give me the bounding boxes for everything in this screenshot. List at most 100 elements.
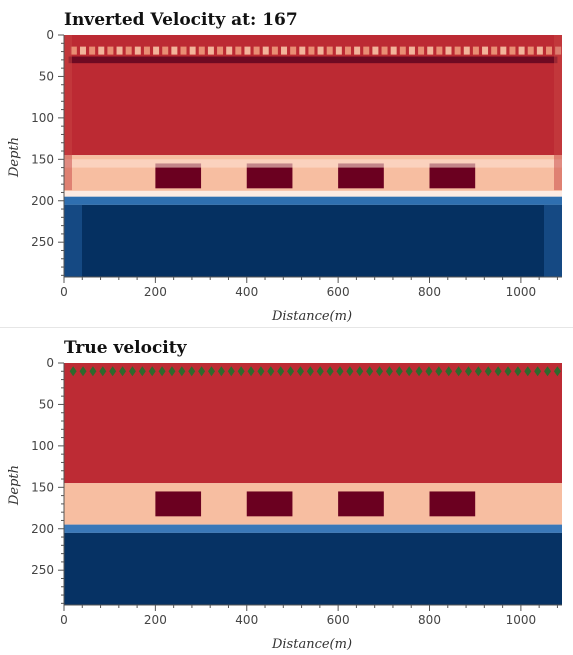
x-tick-label: 200 [144, 285, 167, 299]
receiver-marker [296, 366, 304, 377]
receiver-marker [89, 366, 97, 377]
x-tick-label: 600 [327, 613, 350, 627]
x-tick-label: 400 [235, 613, 258, 627]
edge-artifact [544, 204, 562, 277]
x-tick-label: 600 [327, 285, 350, 299]
transition-band [64, 190, 562, 197]
surface-artifact-cell [207, 46, 214, 55]
receiver-marker [247, 366, 255, 377]
receiver-marker [198, 366, 206, 377]
surface-artifact-cell [290, 46, 297, 55]
y-tick-label: 100 [31, 439, 54, 453]
surface-artifact-cell [418, 46, 425, 55]
surface-artifact-cell [445, 46, 452, 55]
surface-artifact-cell [153, 46, 160, 55]
receiver-marker [445, 366, 453, 377]
x-tick-label: 800 [418, 285, 441, 299]
receiver-marker [237, 366, 245, 377]
surface-artifact [68, 56, 558, 64]
receiver-marker [158, 366, 166, 377]
velocity-layer [64, 524, 562, 533]
receiver-marker [435, 366, 443, 377]
receiver-marker [168, 366, 176, 377]
y-tick-label: 100 [31, 111, 54, 125]
receiver-marker [217, 366, 225, 377]
receiver-marker [494, 366, 502, 377]
transition-band [64, 159, 562, 168]
surface-artifact-cell [463, 46, 470, 55]
surface-artifact-cell [79, 46, 86, 55]
receiver-marker [346, 366, 354, 377]
surface-artifact-cell [363, 46, 370, 55]
velocity-layer [64, 204, 562, 277]
receiver-marker [79, 366, 87, 377]
surface-artifact-cell [372, 46, 379, 55]
receiver-marker [109, 366, 117, 377]
x-tick-label: 0 [60, 613, 68, 627]
receiver-marker [69, 366, 77, 377]
receiver-marker [138, 366, 146, 377]
velocity-anomaly [246, 163, 293, 189]
surface-artifact-cell [226, 46, 233, 55]
true-velocity-panel: True velocity Distance(m) Depth 0 200 400 6… [0, 327, 573, 655]
receiver-marker [385, 366, 393, 377]
receiver-marker [148, 366, 156, 377]
receiver-marker [277, 366, 285, 377]
surface-artifact-cell [344, 46, 351, 55]
receiver-marker [376, 366, 384, 377]
receiver-marker [425, 366, 433, 377]
surface-artifact-cell [180, 46, 187, 55]
heatmap [64, 363, 562, 605]
velocity-layer [64, 35, 562, 156]
velocity-layer [64, 196, 562, 205]
surface-artifact-cell [98, 46, 105, 55]
inverted-velocity-chart: Inverted Velocity at: 167 Distance(m) De… [7, 10, 562, 324]
receiver-marker [366, 366, 374, 377]
y-tick-label: 250 [31, 563, 54, 577]
velocity-anomaly [155, 163, 202, 189]
surface-artifact-cell [408, 46, 415, 55]
true-velocity-chart: True velocity Distance(m) Depth 0 200 400 6… [7, 338, 562, 652]
velocity-anomaly [338, 491, 384, 517]
edge-artifact [64, 204, 82, 277]
surface-artifact-cell [244, 46, 251, 55]
receiver-marker [455, 366, 463, 377]
surface-artifact-cell [326, 46, 333, 55]
receiver-marker [267, 366, 275, 377]
velocity-anomaly [338, 163, 384, 189]
chart-title: True velocity [64, 338, 188, 358]
y-axis-label: Depth [7, 465, 22, 506]
surface-artifact-cell [70, 46, 77, 55]
receiver-marker [326, 366, 334, 377]
surface-artifact-cell [107, 46, 114, 55]
surface-artifact-cell [143, 46, 150, 55]
receiver-marker [178, 366, 186, 377]
surface-artifact-cell [162, 46, 169, 55]
receiver-marker [514, 366, 522, 377]
surface-artifact-cell [299, 46, 306, 55]
y-tick-label: 250 [31, 235, 54, 249]
receiver-marker [287, 366, 295, 377]
surface-artifact-cell [390, 46, 397, 55]
surface-artifact-cell [509, 46, 516, 55]
surface-artifact-cell [500, 46, 507, 55]
receiver-marker [524, 366, 532, 377]
y-tick-label: 0 [46, 356, 54, 370]
surface-artifact-cell [482, 46, 489, 55]
velocity-anomaly [429, 163, 476, 189]
x-axis-label: Distance(m) [271, 309, 352, 324]
surface-artifact-cell [436, 46, 443, 55]
surface-artifact-cell [235, 46, 242, 55]
surface-artifact-cell [518, 46, 525, 55]
velocity-anomaly [155, 491, 202, 517]
receiver-marker [544, 366, 552, 377]
surface-artifact-cell [271, 46, 278, 55]
receiver-marker [336, 366, 344, 377]
surface-artifact-cell [125, 46, 132, 55]
receiver-marker [119, 366, 127, 377]
surface-artifact-cell [116, 46, 123, 55]
y-axis-label: Depth [7, 137, 22, 178]
surface-artifact-cell [317, 46, 324, 55]
surface-artifact-cell [354, 46, 361, 55]
surface-artifact-cell [427, 46, 434, 55]
